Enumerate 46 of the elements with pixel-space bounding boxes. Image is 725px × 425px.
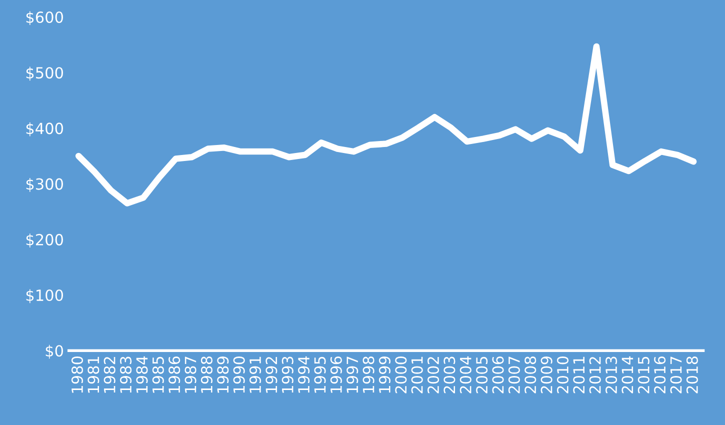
x-tick-label: 1986 [168,356,180,393]
x-tick-label: 1984 [136,356,148,393]
x-tick-label: 2007 [508,356,520,394]
x-tick-label: 1997 [346,356,358,393]
x-tick-label: 1981 [88,356,100,393]
x-tick-label: 1991 [249,356,262,393]
x-tick-label: 1990 [233,356,245,393]
x-tick-label: 2014 [622,356,634,394]
x-tick-label: 2012 [589,357,601,394]
x-tick-label: 2002 [427,357,440,394]
x-tick-label: 2017 [670,356,682,394]
x-tick-label: 1999 [378,356,390,393]
x-tick-label: 2013 [606,356,618,394]
x-tick-label: 2016 [654,356,666,394]
x-tick-label: 2009 [540,356,552,394]
y-tick-label: $500 [26,66,63,81]
x-tick-label: 1992 [266,357,278,393]
x-tick-label: 2018 [686,356,698,394]
x-tick-label: 2015 [638,356,650,394]
x-tick-label: 2010 [556,356,569,394]
y-tick-label: $200 [26,234,63,248]
x-tick-label: 2005 [476,356,488,394]
x-tick-label: 1987 [184,356,196,393]
x-tick-label: 1982 [104,357,116,393]
x-tick-label: 1994 [298,356,310,393]
y-tick-label: $300 [26,178,63,192]
x-tick-label: 1996 [330,356,342,393]
x-tick-label: 1988 [200,356,212,393]
x-tick-label: 2011 [573,356,585,394]
x-tick-label: 1985 [152,356,164,393]
x-tick-label: 1995 [314,356,326,393]
x-tick-label: 2001 [411,356,423,394]
y-tick-label: $0 [46,344,63,359]
x-tick-label: 2008 [524,356,536,394]
x-tick-label: 1983 [120,356,132,393]
y-tick-label: $600 [26,11,63,26]
y-tick-label: $400 [26,122,63,136]
x-tick-label: 2003 [444,356,456,394]
x-tick-label: 1998 [362,356,374,393]
x-tick-label: 2000 [395,356,407,394]
x-tick-label: 1993 [282,356,294,393]
x-tick-label: 1989 [217,356,229,393]
x-tick-label: 2004 [460,356,472,394]
y-tick-label: $100 [26,289,63,304]
x-tick-label: 2006 [492,356,504,394]
x-tick-label: 1980 [71,356,84,393]
